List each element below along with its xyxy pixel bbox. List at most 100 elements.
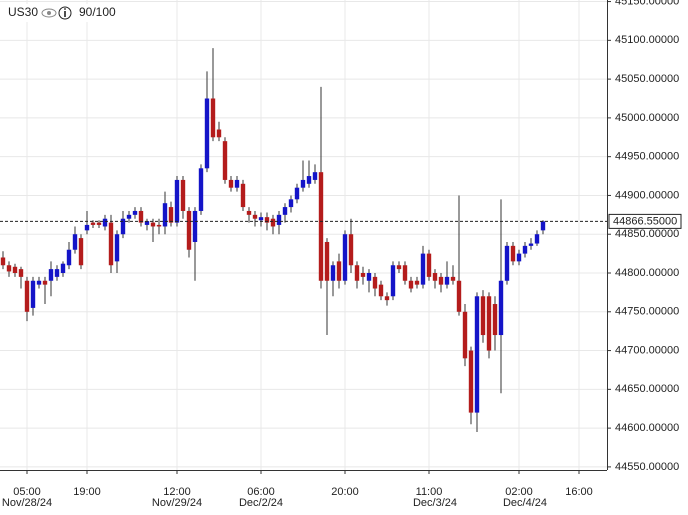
candle-body	[426, 253, 432, 277]
candle-body	[186, 210, 192, 250]
candle-body	[168, 207, 174, 223]
candle-body	[234, 179, 240, 188]
candle-body	[354, 265, 360, 281]
candle-body	[108, 222, 114, 266]
candle-body	[378, 284, 384, 297]
candle-body	[372, 276, 378, 289]
x-tick-label: 19:00	[73, 486, 101, 498]
candle-body	[462, 311, 468, 359]
candle-body	[360, 273, 366, 277]
candle-body	[204, 98, 210, 169]
candle-body	[294, 187, 300, 200]
candle-body	[24, 280, 30, 312]
candle-body	[30, 280, 36, 308]
candle-body	[324, 241, 330, 281]
candle-body	[432, 273, 438, 281]
candle-body	[12, 266, 18, 274]
candle-body	[228, 179, 234, 188]
y-tick-label: 44750.00000	[615, 306, 679, 318]
x-tick-label: 05:00	[13, 486, 41, 498]
candle-body	[36, 280, 42, 285]
candle-body	[126, 214, 132, 219]
candle-body	[474, 296, 480, 413]
candle-body	[162, 203, 168, 227]
candle-body	[216, 129, 222, 138]
candle-body	[516, 253, 522, 262]
candle-body	[480, 296, 486, 336]
candle-body	[534, 234, 540, 244]
symbol: US30	[8, 5, 38, 19]
candle-body	[120, 218, 126, 235]
candles	[0, 48, 607, 432]
candle-body	[408, 280, 414, 289]
candle-body	[342, 234, 348, 281]
y-tick-label: 44550.00000	[615, 461, 679, 473]
price-label-box	[608, 213, 682, 229]
date-label: Nov/29/24	[152, 497, 202, 509]
candle-body	[468, 350, 474, 413]
candle-body	[312, 172, 318, 180]
candle-body	[300, 179, 306, 188]
y-tick-label: 45100.00000	[615, 34, 679, 46]
candle-body	[132, 210, 138, 215]
candle-body	[288, 199, 294, 208]
candle-body	[102, 218, 108, 227]
candle-body	[282, 207, 288, 215]
candle-body	[66, 249, 72, 266]
rating: 90/100	[79, 5, 116, 19]
y-tick-label: 45050.00000	[615, 73, 679, 85]
y-tick-label: 44900.00000	[615, 189, 679, 201]
candle-body	[72, 234, 78, 250]
date-label: Dec/3/24	[413, 497, 457, 509]
candle-body	[540, 221, 546, 231]
candle-body	[138, 210, 144, 223]
candle-body	[240, 183, 246, 208]
info-icon[interactable]	[58, 6, 72, 20]
candle-body	[174, 179, 180, 223]
candle-body	[456, 280, 462, 312]
candle-body	[486, 296, 492, 351]
eye-icon[interactable]	[41, 8, 57, 18]
x-tick-label: 16:00	[565, 486, 593, 498]
candle-body	[252, 214, 258, 219]
candle-body	[192, 210, 198, 242]
y-tick-label: 44850.00000	[615, 228, 679, 240]
candle-body	[198, 168, 204, 211]
candle-body	[96, 222, 102, 225]
candle-body	[336, 261, 342, 281]
candle-body	[0, 257, 6, 266]
candle-body	[504, 245, 510, 281]
candle-body	[450, 276, 456, 281]
x-tick-label: 02:00	[505, 486, 533, 498]
candle-body	[522, 245, 528, 254]
candle-body	[156, 224, 162, 227]
candle-body	[180, 179, 186, 211]
candle-body	[306, 176, 312, 184]
candle-body	[264, 217, 270, 223]
date-label: Dec/2/24	[239, 497, 283, 509]
date-label: Dec/4/24	[503, 497, 547, 509]
date-label: Nov/28/24	[2, 497, 52, 509]
y-tick-label: 44800.00000	[615, 267, 679, 279]
candle-body	[510, 245, 516, 262]
candle-body	[144, 221, 150, 225]
candle-body	[48, 269, 54, 281]
candle-body	[6, 265, 12, 272]
candle-body	[438, 276, 444, 285]
candle-body	[258, 217, 264, 221]
y-tick-label: 44700.00000	[615, 344, 679, 356]
eye-pupil	[47, 11, 51, 15]
candle-body	[84, 224, 90, 231]
header-bg	[4, 4, 116, 22]
candle-body	[18, 269, 24, 277]
candle-body	[210, 98, 216, 138]
y-tick-label: 44600.00000	[615, 422, 679, 434]
eye-outline	[41, 8, 57, 18]
candle-body	[150, 222, 156, 227]
candle-body	[90, 222, 96, 225]
candle-body	[528, 243, 534, 246]
grid	[0, 0, 607, 470]
candle-body	[318, 172, 324, 281]
header: US30 90/100	[4, 4, 116, 22]
